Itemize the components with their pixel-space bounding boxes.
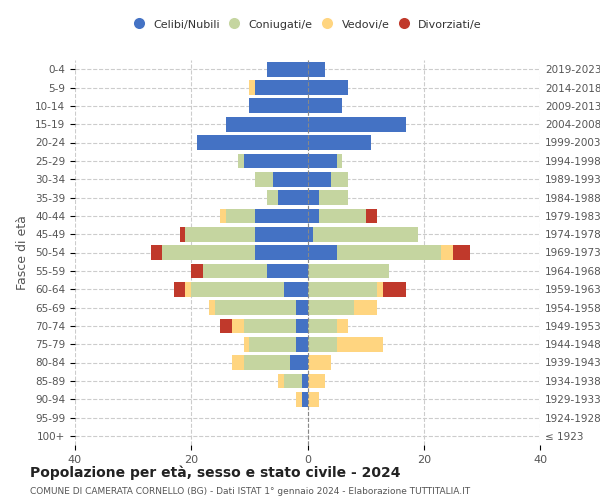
Bar	[220, 208, 226, 223]
Bar	[308, 355, 331, 370]
Bar	[337, 154, 343, 168]
Bar	[308, 135, 371, 150]
Bar	[337, 245, 441, 260]
Bar	[191, 282, 284, 296]
Bar	[308, 282, 377, 296]
Bar	[244, 154, 308, 168]
Bar	[250, 337, 296, 351]
Bar	[377, 282, 383, 296]
Bar	[308, 117, 406, 132]
Bar	[308, 208, 319, 223]
Bar	[272, 172, 308, 186]
Bar	[255, 208, 308, 223]
Bar	[308, 300, 354, 315]
Bar	[226, 208, 255, 223]
Bar	[308, 264, 389, 278]
Bar	[302, 392, 308, 406]
Bar	[197, 135, 308, 150]
Bar	[244, 355, 290, 370]
Bar	[203, 264, 267, 278]
Bar	[337, 337, 383, 351]
Bar	[226, 117, 308, 132]
Bar	[302, 374, 308, 388]
Bar	[296, 337, 308, 351]
Bar	[365, 208, 377, 223]
Bar	[296, 318, 308, 333]
Bar	[354, 300, 377, 315]
Bar	[308, 318, 337, 333]
Bar	[244, 337, 250, 351]
Bar	[308, 374, 325, 388]
Bar	[250, 98, 308, 113]
Bar	[308, 190, 319, 205]
Bar	[308, 172, 331, 186]
Bar	[244, 318, 296, 333]
Bar	[267, 264, 308, 278]
Bar	[383, 282, 406, 296]
Bar	[151, 245, 162, 260]
Bar	[308, 98, 343, 113]
Bar	[319, 190, 348, 205]
Bar	[162, 245, 255, 260]
Bar	[250, 80, 255, 95]
Bar	[278, 190, 308, 205]
Legend: Celibi/Nubili, Coniugati/e, Vedovi/e, Divorziati/e: Celibi/Nubili, Coniugati/e, Vedovi/e, Di…	[130, 16, 485, 33]
Bar	[284, 282, 308, 296]
Bar	[313, 227, 418, 242]
Bar	[255, 80, 308, 95]
Bar	[255, 172, 272, 186]
Bar	[308, 337, 337, 351]
Bar	[255, 245, 308, 260]
Bar	[255, 227, 308, 242]
Bar	[331, 172, 348, 186]
Bar	[232, 318, 244, 333]
Bar	[278, 374, 284, 388]
Bar	[296, 300, 308, 315]
Bar	[191, 264, 203, 278]
Bar	[308, 392, 319, 406]
Bar	[319, 208, 365, 223]
Bar	[267, 62, 308, 76]
Bar	[179, 227, 185, 242]
Bar	[185, 227, 255, 242]
Bar	[308, 154, 337, 168]
Bar	[220, 318, 232, 333]
Text: COMUNE DI CAMERATA CORNELLO (BG) - Dati ISTAT 1° gennaio 2024 - Elaborazione TUT: COMUNE DI CAMERATA CORNELLO (BG) - Dati …	[30, 488, 470, 496]
Bar	[308, 62, 325, 76]
Bar	[308, 227, 313, 242]
Bar	[174, 282, 185, 296]
Bar	[267, 190, 278, 205]
Bar	[284, 374, 302, 388]
Bar	[209, 300, 215, 315]
Y-axis label: Fasce di età: Fasce di età	[16, 215, 29, 290]
Bar	[238, 154, 244, 168]
Bar	[453, 245, 470, 260]
Bar	[308, 245, 337, 260]
Bar	[290, 355, 308, 370]
Text: Popolazione per età, sesso e stato civile - 2024: Popolazione per età, sesso e stato civil…	[30, 465, 401, 479]
Bar	[337, 318, 348, 333]
Bar	[215, 300, 296, 315]
Bar	[185, 282, 191, 296]
Bar	[308, 80, 348, 95]
Bar	[441, 245, 453, 260]
Bar	[296, 392, 302, 406]
Bar	[232, 355, 244, 370]
